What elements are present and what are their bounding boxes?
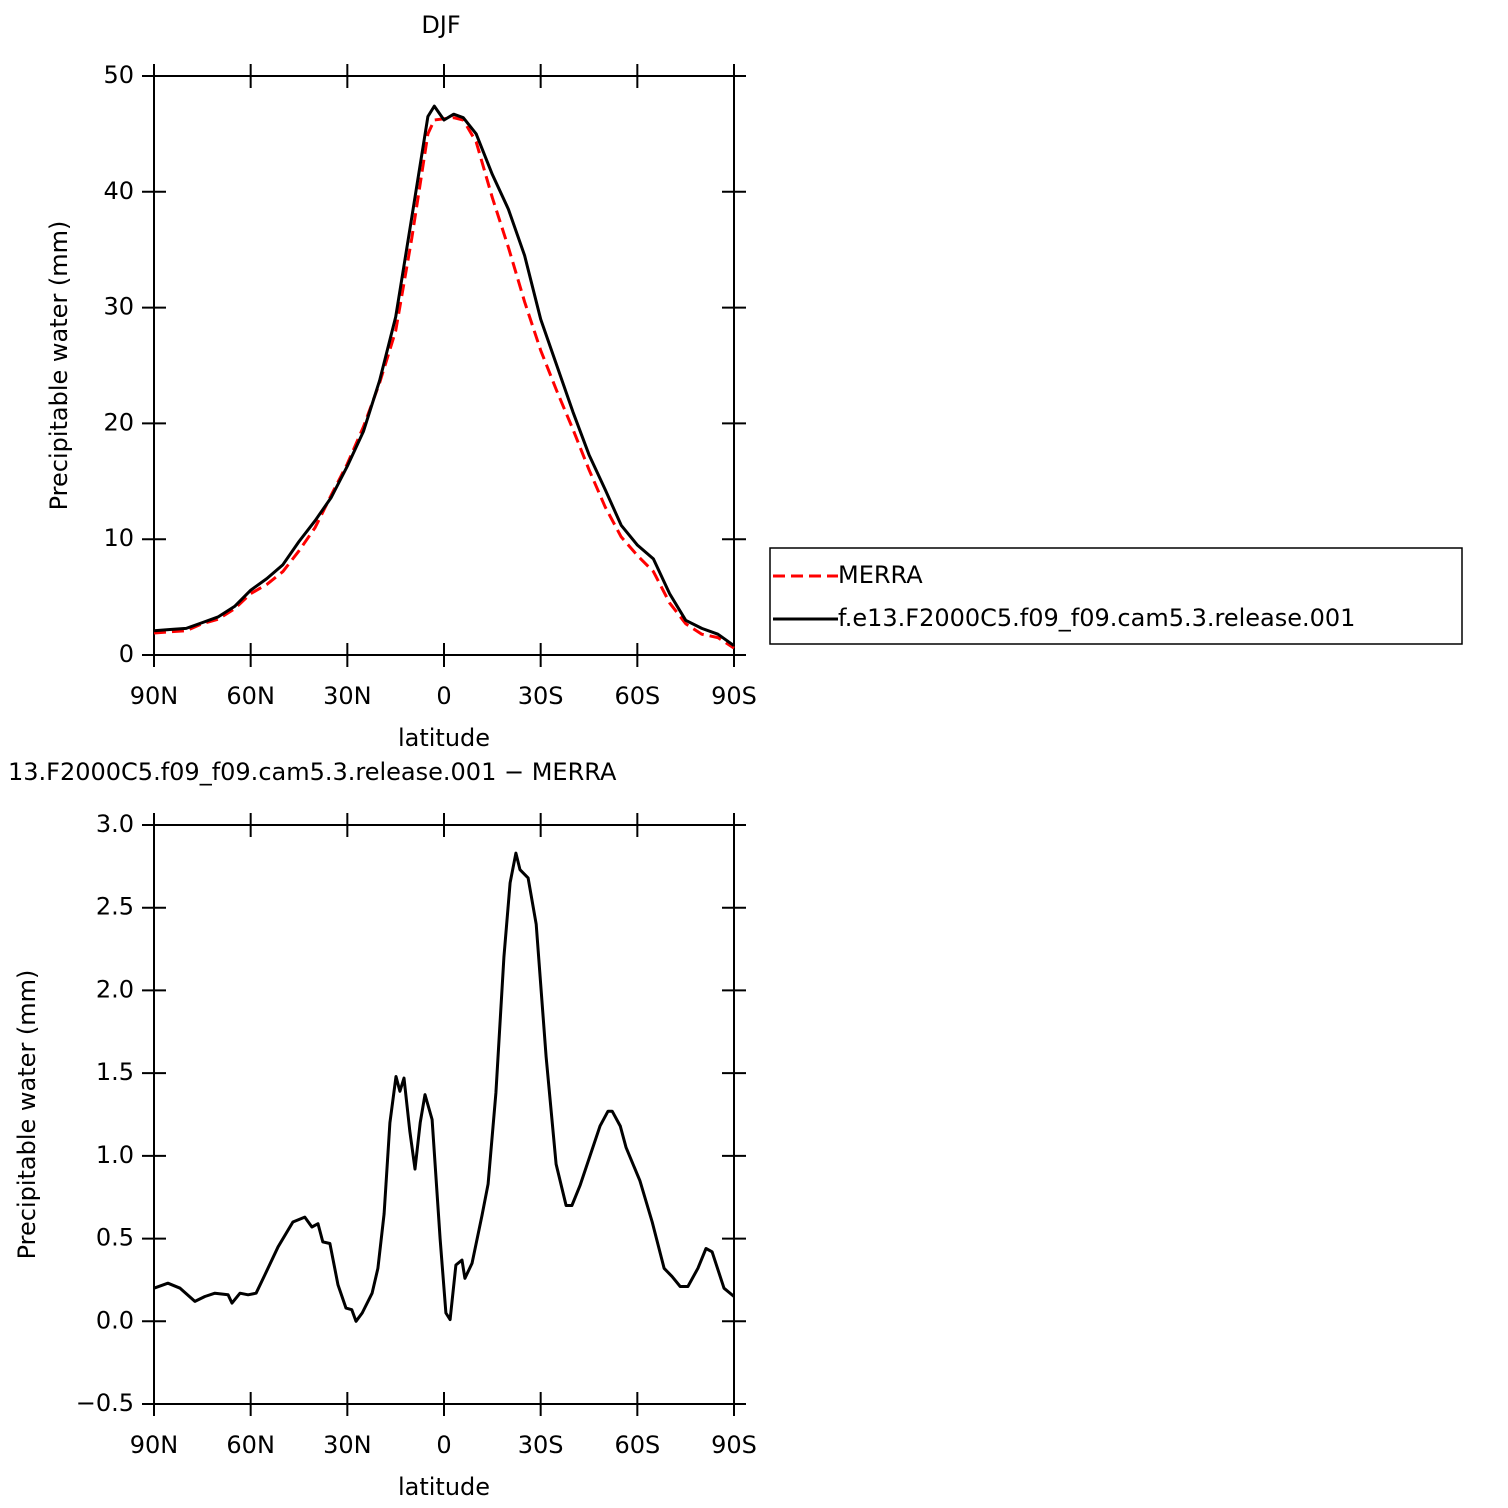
x-tick-label: 90N <box>130 1431 179 1459</box>
legend-label: f.e13.F2000C5.f09_f09.cam5.3.release.001 <box>838 604 1355 632</box>
y-tick-label: 50 <box>103 61 134 89</box>
data-line <box>153 116 735 650</box>
x-tick-label: 30S <box>518 682 564 710</box>
x-tick-label: 60S <box>614 1431 660 1459</box>
legend-box <box>769 547 1463 645</box>
x-tick-label: 30N <box>323 682 372 710</box>
x-tick-label: 0 <box>436 682 451 710</box>
x-axis-label: latitude <box>398 724 490 752</box>
y-axis-label: Precipitable water (mm) <box>13 970 41 1260</box>
chart-title: 13.F2000C5.f09_f09.cam5.3.release.001 − … <box>8 758 617 786</box>
y-tick-label: 0 <box>119 640 134 668</box>
y-tick-label: 0.0 <box>96 1306 134 1334</box>
x-tick-label: 60N <box>226 1431 275 1459</box>
y-tick-label: 40 <box>103 177 134 205</box>
y-tick-label: 20 <box>103 408 134 436</box>
x-tick-label: 90N <box>130 682 179 710</box>
x-tick-label: 60S <box>614 682 660 710</box>
chart-title: DJF <box>421 11 460 39</box>
plot-frame <box>153 75 735 656</box>
y-tick-label: 30 <box>103 293 134 321</box>
y-tick-label: 2.0 <box>96 975 134 1003</box>
plot-frame <box>153 824 735 1405</box>
data-line <box>153 104 735 647</box>
y-axis-label: Precipitable water (mm) <box>45 221 73 511</box>
x-tick-label: 60N <box>226 682 275 710</box>
x-tick-label: 0 <box>436 1431 451 1459</box>
legend-label: MERRA <box>838 561 923 589</box>
y-tick-label: −0.5 <box>76 1389 134 1417</box>
y-tick-label: 3.0 <box>96 810 134 838</box>
x-tick-label: 90S <box>711 682 757 710</box>
y-tick-label: 2.5 <box>96 893 134 921</box>
x-tick-label: 30S <box>518 1431 564 1459</box>
y-tick-label: 1.0 <box>96 1141 134 1169</box>
x-axis-label: latitude <box>398 1473 490 1501</box>
y-tick-label: 1.5 <box>96 1058 134 1086</box>
data-line <box>153 851 735 1323</box>
x-tick-label: 90S <box>711 1431 757 1459</box>
y-tick-label: 0.5 <box>96 1224 134 1252</box>
x-tick-label: 30N <box>323 1431 372 1459</box>
y-tick-label: 10 <box>103 524 134 552</box>
